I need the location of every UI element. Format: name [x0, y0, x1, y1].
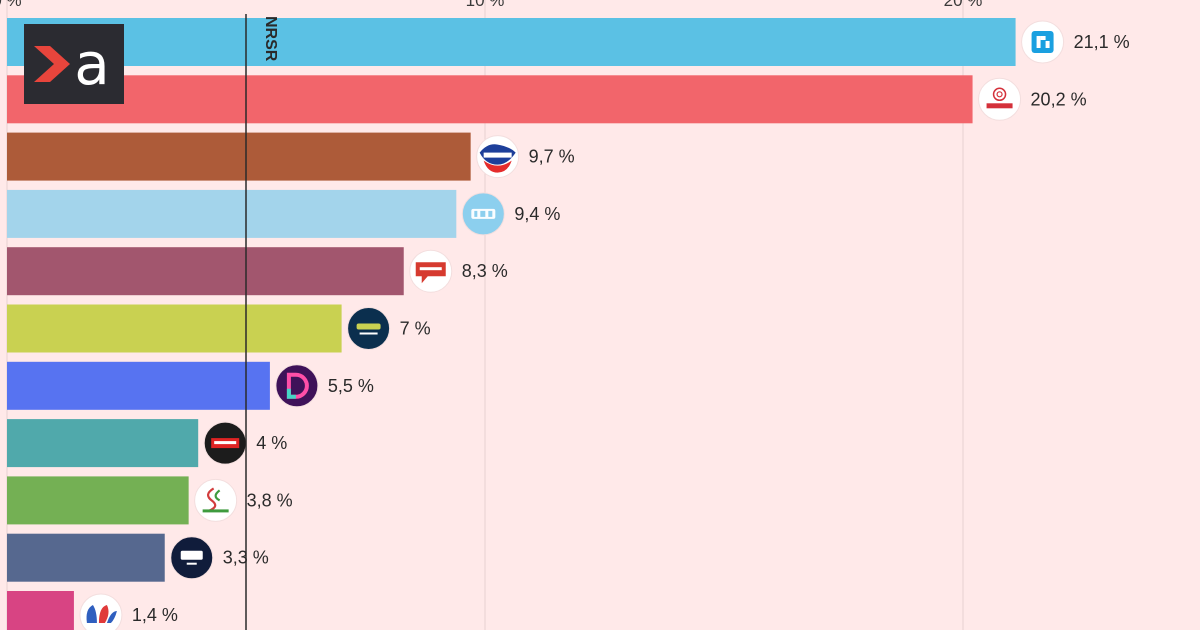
demokrati-logo-icon [275, 364, 319, 408]
bar-row: 3,3 % [7, 533, 269, 582]
bar [7, 132, 471, 181]
aktuality-logo-icon: a [34, 30, 110, 98]
bar-row: 8,3 % [7, 247, 508, 296]
szovetseg-logo-icon [194, 478, 238, 522]
bar [7, 419, 199, 468]
bar-row: 1,4 % [7, 591, 178, 630]
tick-label: 0 % [0, 0, 22, 10]
hnutie-slovensko-logo-icon [203, 421, 247, 465]
bar [7, 304, 342, 353]
bar [7, 75, 973, 124]
data-label: 1,4 % [132, 605, 178, 625]
data-label: 9,4 % [514, 204, 560, 224]
svg-text:a: a [74, 30, 110, 98]
data-label: 7 % [400, 319, 431, 339]
bar [7, 361, 270, 410]
sas-logo-icon [347, 307, 391, 350]
threshold-label: NRSR [262, 16, 279, 62]
data-label: 5,5 % [328, 376, 374, 396]
bar-row: 3,8 % [7, 476, 293, 525]
bar-row: 5,5 % [7, 361, 374, 410]
brand-logo: a [24, 24, 124, 104]
bar [7, 18, 1016, 66]
data-label: 4 % [256, 433, 287, 453]
bar-row: 7 % [7, 304, 431, 353]
bar [7, 591, 74, 630]
bar [7, 189, 457, 238]
data-label: 8,3 % [462, 261, 508, 281]
smer-logo-icon [978, 77, 1022, 121]
ps-logo-icon [1021, 20, 1065, 64]
bar-row: 21,1 % [7, 18, 1130, 66]
tick-label: 20 % [944, 0, 983, 10]
tick-label: 10 % [466, 0, 505, 10]
data-label: 3,8 % [247, 490, 293, 510]
kdh-logo-icon [461, 192, 505, 236]
data-label: 21,1 % [1074, 32, 1130, 52]
bar-row: 20,2 % [7, 75, 1087, 124]
hlas-logo-icon [409, 249, 453, 293]
sns-logo-icon [170, 536, 214, 580]
data-label: 9,7 % [529, 147, 575, 167]
data-label: 20,2 % [1031, 89, 1087, 109]
bar [7, 247, 404, 296]
bar-row: 9,4 % [7, 189, 560, 238]
bar-row: 4 % [7, 419, 287, 468]
bar-row: 9,7 % [7, 132, 575, 181]
bar [7, 476, 189, 525]
hands-logo-icon [79, 593, 123, 630]
republika-logo-icon [476, 135, 520, 179]
bar [7, 533, 165, 582]
